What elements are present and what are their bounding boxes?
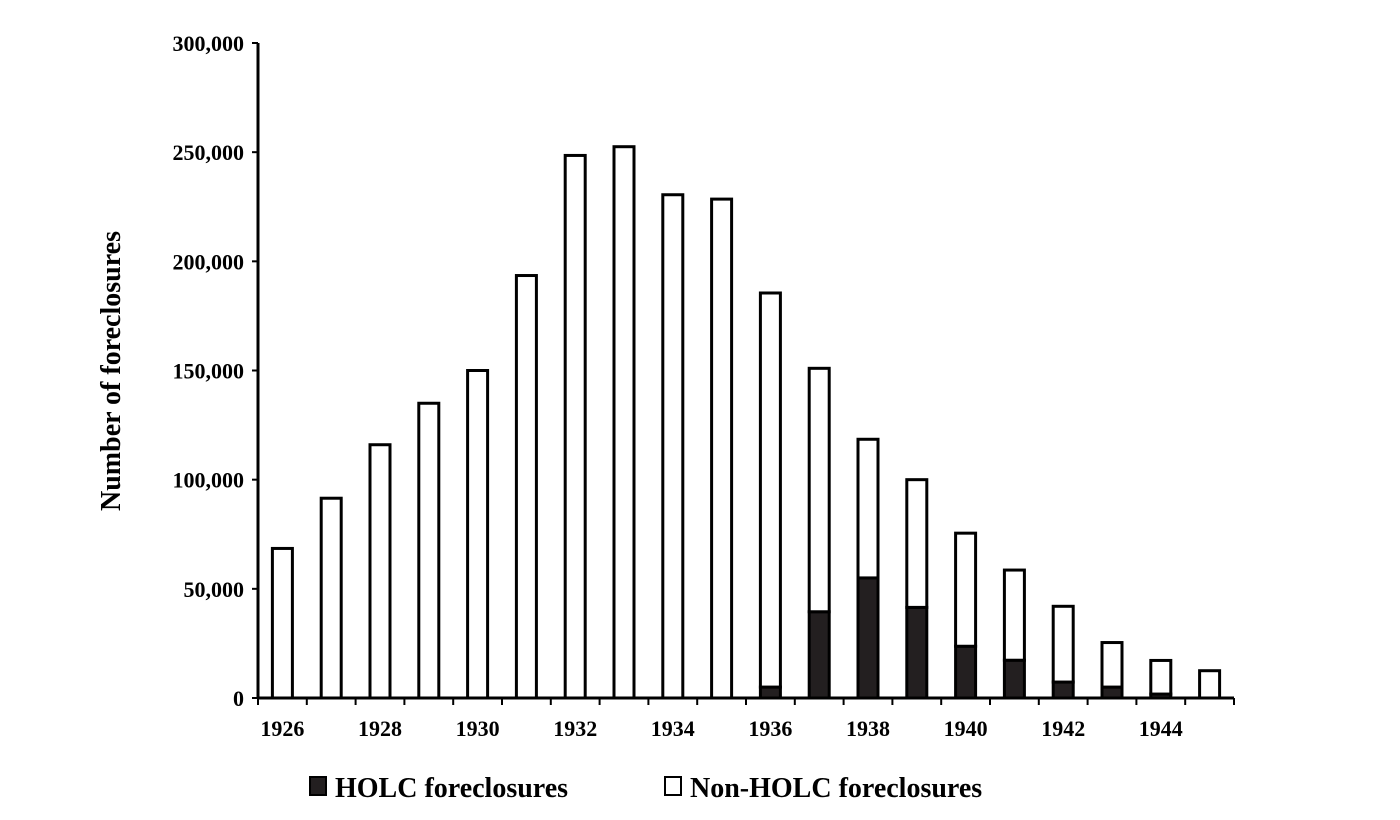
- holc-bar-1939: [905, 605, 929, 700]
- holc-bar-1940: [954, 644, 978, 700]
- non-holc-bar-1931: [514, 274, 538, 700]
- y-tick-label: 100,000: [173, 468, 245, 493]
- x-tick-label: 1942: [1041, 716, 1085, 741]
- x-tick-label: 1930: [456, 716, 500, 741]
- non-holc-bar-1936: [758, 291, 782, 689]
- non-holc-bar-1944: [1149, 658, 1173, 696]
- y-tick-label: 150,000: [173, 359, 245, 384]
- non-holc-bar-1937: [807, 366, 831, 614]
- non-holc-bar-1940: [954, 531, 978, 648]
- non-holc-bar-1933: [612, 145, 636, 700]
- x-tick-label: 1926: [260, 716, 304, 741]
- non-holc-bar-1935: [710, 197, 734, 700]
- holc-bar-1936: [758, 685, 782, 700]
- legend: HOLC foreclosures Non-HOLC foreclosures: [309, 773, 982, 804]
- legend-label: Non-HOLC foreclosures: [690, 773, 982, 804]
- x-tick-label: 1940: [944, 716, 988, 741]
- legend-swatch-non-holc: [664, 776, 682, 796]
- non-holc-bar-1926: [270, 546, 294, 700]
- non-holc-bar-1927: [319, 496, 343, 700]
- y-axis: 0 50,000 100,000 150,000 200,000 250,000 300,0…: [173, 31, 260, 711]
- non-holc-bar-1938: [856, 437, 880, 580]
- y-tick-label: 50,000: [184, 577, 245, 602]
- non-holc-bar-1941: [1002, 568, 1026, 662]
- holc-bar-1941: [1002, 658, 1026, 700]
- x-tick-label: 1928: [358, 716, 402, 741]
- y-tick-label: 200,000: [173, 249, 245, 274]
- holc-bar-1943: [1100, 685, 1124, 700]
- x-tick-label: 1934: [651, 716, 695, 741]
- x-tick-label: 1932: [553, 716, 597, 741]
- y-tick-label: 0: [233, 686, 244, 711]
- legend-swatch-holc: [309, 776, 327, 796]
- y-axis-label: Number of foreclosures: [96, 231, 127, 511]
- holc-bar-1937: [807, 610, 831, 700]
- x-tick-label: 1938: [846, 716, 890, 741]
- x-axis: 1926 1928 1930 1932 1934 1936 1938 1940 1942 1944: [257, 696, 1235, 741]
- x-tick-label: 1936: [748, 716, 792, 741]
- non-holc-bar-1930: [466, 369, 490, 700]
- non-holc-bar-1928: [368, 443, 392, 700]
- holc-bar-1942: [1051, 680, 1075, 700]
- x-tick-label: 1944: [1139, 716, 1183, 741]
- non-holc-bar-1929: [417, 401, 441, 700]
- non-holc-bar-1943: [1100, 641, 1124, 689]
- bars: [270, 145, 1222, 700]
- non-holc-bar-1934: [661, 193, 685, 700]
- y-tick-label: 300,000: [173, 31, 245, 56]
- legend-label: HOLC foreclosures: [335, 773, 568, 804]
- non-holc-bar-1942: [1051, 604, 1075, 684]
- non-holc-bar-1945: [1198, 669, 1222, 700]
- non-holc-bar-1939: [905, 478, 929, 609]
- y-tick-label: 250,000: [173, 140, 245, 165]
- holc-bar-1938: [856, 576, 880, 700]
- non-holc-bar-1932: [563, 153, 587, 700]
